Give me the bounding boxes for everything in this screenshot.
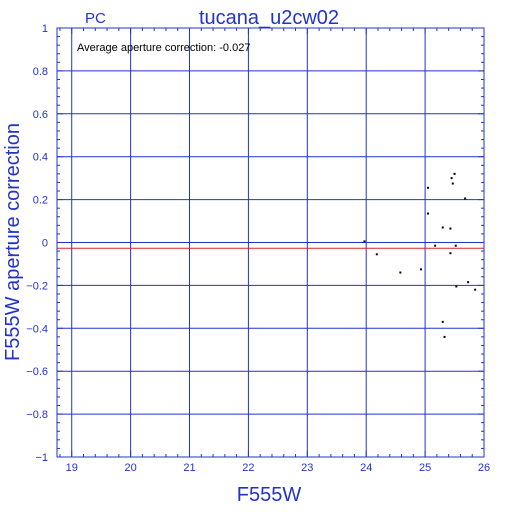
x-tick-label: 21 <box>183 462 195 474</box>
y-tick-label: −0.8 <box>26 409 48 421</box>
y-tick-label: −0.2 <box>26 280 48 292</box>
data-point <box>434 244 437 247</box>
y-tick-label: −0.4 <box>26 323 48 335</box>
y-tick-label: 0.4 <box>33 152 48 164</box>
y-tick-label: −0.6 <box>26 366 48 378</box>
data-point <box>455 285 458 288</box>
data-point <box>443 335 446 338</box>
x-tick-labels: 19 20 21 22 23 24 25 26 <box>66 462 491 474</box>
data-point <box>449 252 452 255</box>
x-tick-label: 23 <box>301 462 313 474</box>
grid-layer <box>57 28 484 457</box>
x-tick-label: 19 <box>66 462 78 474</box>
data-point <box>464 197 467 200</box>
y-tick-label: 0.2 <box>33 195 48 207</box>
data-point <box>441 320 444 323</box>
x-tick-label: 24 <box>360 462 372 474</box>
points-layer <box>363 172 477 338</box>
data-point <box>375 253 378 256</box>
y-tick-labels: −1 −0.8 −0.6 −0.4 −0.2 0 0.2 0.4 0.6 0.8 1 <box>26 23 48 464</box>
data-point <box>441 226 444 229</box>
data-point <box>419 268 422 271</box>
data-point <box>467 281 470 284</box>
y-tick-label: 0.8 <box>33 66 48 78</box>
data-point <box>363 240 366 243</box>
data-point <box>399 271 402 274</box>
chart-title: tucana_u2cw02 <box>199 7 339 29</box>
data-point <box>427 212 430 215</box>
x-tick-label: 26 <box>478 462 490 474</box>
data-point <box>474 288 477 291</box>
data-point <box>451 182 454 185</box>
data-point <box>450 177 453 180</box>
y-tick-label: 0 <box>42 238 48 250</box>
y-axis-label: F555W aperture correction <box>2 123 24 361</box>
x-tick-label: 25 <box>419 462 431 474</box>
x-axis-label: F555W <box>237 484 302 506</box>
average-annotation: Average aperture correction: -0.027 <box>77 42 250 54</box>
data-point <box>453 172 456 175</box>
pc-label: PC <box>85 10 106 27</box>
y-tick-label: 1 <box>42 23 48 35</box>
plot-frame <box>56 27 485 458</box>
data-point <box>454 244 457 247</box>
x-tick-label: 20 <box>124 462 136 474</box>
y-tick-label: −1 <box>35 452 48 464</box>
x-tick-label: 22 <box>242 462 254 474</box>
y-tick-label: 0.6 <box>33 109 48 121</box>
data-point <box>427 186 430 189</box>
data-point <box>449 227 452 230</box>
